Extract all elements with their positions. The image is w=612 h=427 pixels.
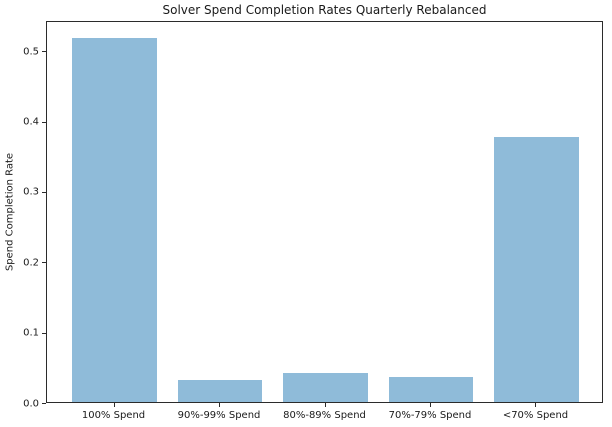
plot-area xyxy=(46,21,603,403)
x-tick-mark xyxy=(324,403,326,407)
y-axis-label: Spend Completion Rate xyxy=(4,152,16,272)
x-tick-label: 70%-79% Spend xyxy=(388,410,472,421)
y-tick-label: 0.1 xyxy=(23,327,39,339)
x-tick-mark xyxy=(113,403,115,407)
y-tick-label: 0.2 xyxy=(23,257,39,269)
bar-90%-99% Spend xyxy=(177,380,263,402)
x-tick-mark xyxy=(535,403,537,407)
x-tick-label: 100% Spend xyxy=(81,410,146,421)
x-tick-label: 80%-89% Spend xyxy=(283,410,366,421)
y-tick-mark xyxy=(42,403,46,404)
y-tick-label: 0.5 xyxy=(23,46,39,58)
bar-<70% Spend xyxy=(494,137,579,402)
y-tick-mark xyxy=(42,332,46,334)
y-tick-label: 0.3 xyxy=(23,186,39,198)
x-tick-label: <70% Spend xyxy=(502,410,569,421)
x-tick-mark xyxy=(429,403,431,407)
y-tick-mark xyxy=(42,191,46,193)
bar-100% Spend xyxy=(72,38,157,402)
y-tick-mark xyxy=(42,51,46,53)
x-tick-mark xyxy=(219,403,220,407)
y-tick-label: 0.0 xyxy=(23,398,39,409)
x-tick-label: 90%-99% Spend xyxy=(177,410,261,421)
bar-80%-89% Spend xyxy=(283,373,368,402)
y-tick-mark xyxy=(42,262,46,264)
chart-title: Solver Spend Completion Rates Quarterly … xyxy=(162,3,487,17)
y-tick-label: 0.4 xyxy=(23,116,39,128)
y-tick-mark xyxy=(42,121,46,123)
bar-70%-79% Spend xyxy=(388,376,474,402)
